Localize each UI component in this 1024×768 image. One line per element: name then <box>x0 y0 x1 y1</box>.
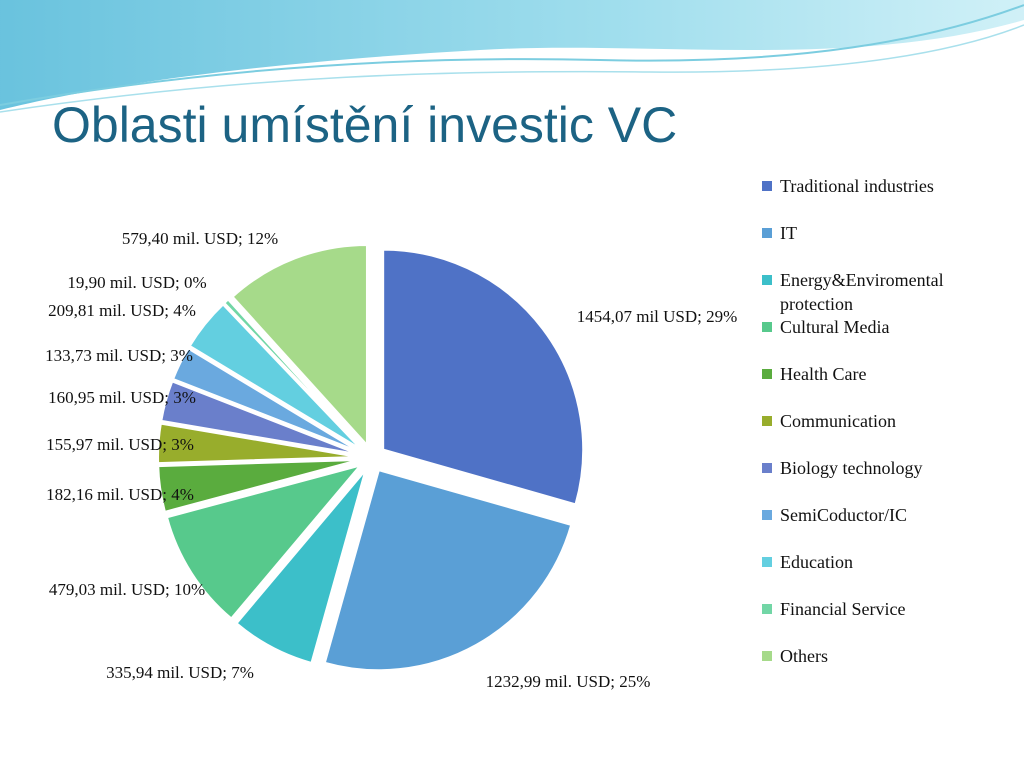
legend-swatch <box>762 228 772 238</box>
legend-entry: Energy&Enviromental protection <box>762 268 985 316</box>
chart-title: Oblasti umístění investic VC <box>52 97 678 153</box>
legend-entry: Cultural Media <box>762 315 985 339</box>
legend-label: Others <box>780 646 828 666</box>
legend-swatch <box>762 181 772 191</box>
pie <box>157 243 585 672</box>
pie-slice <box>188 303 362 451</box>
data-label: 133,73 mil. USD; 3% <box>45 346 193 365</box>
header-line <box>0 24 1024 113</box>
pie-slice <box>171 347 360 453</box>
legend-entry: Communication <box>762 409 985 433</box>
legend-swatch <box>762 557 772 567</box>
pie-slice <box>223 298 364 449</box>
pie-slice <box>323 468 573 672</box>
pie-slice <box>157 422 359 465</box>
header-wave <box>0 0 1024 110</box>
legend-swatch <box>762 322 772 332</box>
legend-entry: Financial Service <box>762 597 985 621</box>
legend-swatch <box>762 651 772 661</box>
legend-label: Financial Service <box>780 599 906 619</box>
legend-label: Cultural Media <box>780 317 890 337</box>
data-label: 160,95 mil. USD; 3% <box>48 388 196 407</box>
legend-swatch <box>762 510 772 520</box>
data-label: 1232,99 mil. USD; 25% <box>485 672 651 691</box>
data-label: 19,90 mil. USD; 0% <box>67 273 207 292</box>
legend-entry: Education <box>762 550 985 574</box>
data-label: 335,94 mil. USD; 7% <box>106 663 254 682</box>
legend-label: IT <box>780 223 797 243</box>
legend-entry: Traditional industries <box>762 174 985 198</box>
legend-swatch <box>762 463 772 473</box>
legend-label: Traditional industries <box>780 176 934 196</box>
legend-swatch <box>762 369 772 379</box>
data-label: 1454,07 mil USD; 29% <box>576 307 738 326</box>
legend-label: Health Care <box>780 364 867 384</box>
legend-swatch <box>762 275 772 285</box>
data-label: 209,81 mil. USD; 4% <box>48 301 196 320</box>
pie-slice <box>231 243 368 448</box>
legend-label: Education <box>780 552 853 572</box>
pie-slice <box>157 459 359 514</box>
pie-slice <box>160 380 359 456</box>
pie-slice <box>235 469 367 665</box>
legend-entry: Biology technology <box>762 456 985 480</box>
pie-slice <box>382 248 585 506</box>
data-label: 579,40 mil. USD; 12% <box>121 229 279 248</box>
legend-label: Energy&Enviromental protection <box>780 270 944 314</box>
legend-label: Biology technology <box>780 458 923 478</box>
data-label: 182,16 mil. USD; 4% <box>46 485 194 504</box>
header-line <box>0 4 1024 106</box>
legend-entry: Others <box>762 644 985 668</box>
legend-swatch <box>762 416 772 426</box>
data-label: 155,97 mil. USD; 3% <box>46 435 194 454</box>
legend-entry: Health Care <box>762 362 985 386</box>
data-label: 479,03 mil. USD; 10% <box>48 580 206 599</box>
legend-label: SemiCoductor/IC <box>780 505 907 525</box>
pie-slice <box>165 463 363 620</box>
legend-entry: IT <box>762 221 985 245</box>
legend-swatch <box>762 604 772 614</box>
legend-label: Communication <box>780 411 896 431</box>
legend-entry: SemiCoductor/IC <box>762 503 985 527</box>
